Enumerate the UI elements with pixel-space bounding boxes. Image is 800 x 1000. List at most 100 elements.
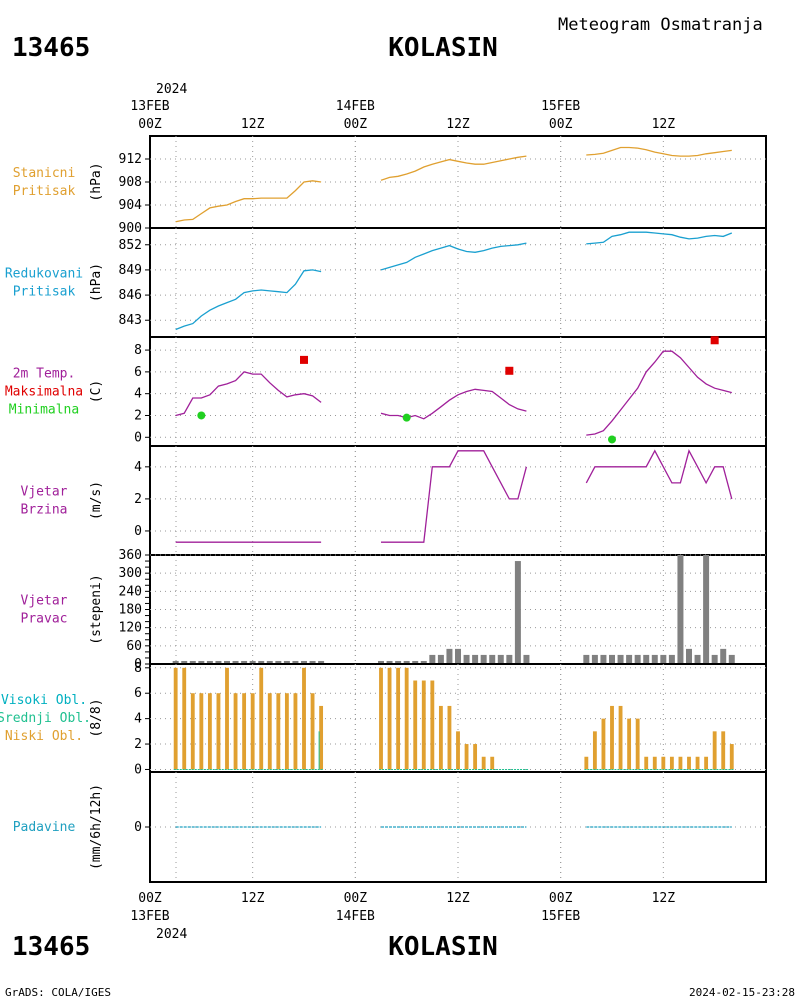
y-tick-label: 2 (134, 408, 142, 423)
dir-bar (720, 648, 727, 664)
y-tick-label: 2 (134, 492, 142, 507)
dir-bar (677, 555, 684, 664)
series-line (380, 242, 527, 271)
dir-bar (643, 654, 650, 664)
cloud-low-bar (413, 680, 418, 770)
time-label-top: 12Z (652, 117, 676, 132)
cloud-low-bar (627, 718, 632, 770)
dir-bar (694, 654, 701, 664)
dir-bar (420, 660, 427, 664)
dir-bar (395, 660, 402, 664)
dir-bar (703, 555, 710, 664)
panel-wind-direction: 0 60 120 180 240 300 360 (stepeni) Vjetar Pravac (21, 548, 767, 672)
series-label: Vjetar (21, 485, 68, 500)
y-tick-label: 4 (134, 460, 142, 475)
dir-bar (429, 654, 436, 664)
cloud-low-bar (225, 667, 229, 770)
dir-bar (686, 648, 692, 664)
dir-bar (728, 654, 735, 664)
dir-bar (378, 660, 384, 664)
dir-bar (232, 660, 239, 664)
dir-bar (275, 660, 282, 664)
dir-bar (206, 660, 213, 664)
cloud-low-bar (404, 667, 409, 770)
tmax-point (710, 336, 719, 345)
dir-bar (497, 654, 504, 664)
station-id-bottom: 13465 (12, 932, 90, 962)
y-tick-label: 852 (119, 238, 142, 253)
series-line (381, 450, 528, 543)
series-label: Srednji Obl. (0, 711, 91, 726)
cloud-low-bar (610, 705, 614, 770)
cloud-low-bar (601, 718, 606, 770)
dir-bar (446, 648, 453, 664)
dir-bar (224, 660, 230, 664)
y-tick-label: 180 (119, 603, 142, 618)
dir-bar (634, 654, 641, 664)
time-label-bottom: 12Z (652, 891, 676, 906)
cloud-low-bar (704, 756, 709, 770)
cloud-low-bar (421, 680, 426, 770)
dir-bar (189, 660, 196, 664)
panel-reduced-pressure: 843 846 849 852 (hPa) Redukovani Pritisak (5, 227, 767, 338)
unit-label: (hPa) (89, 162, 104, 201)
series-label: Niski Obl. (5, 729, 83, 744)
cloud-low-bar (464, 744, 469, 770)
dir-bar (489, 654, 496, 664)
meteogram-title: Meteogram Osmatranja (558, 15, 763, 35)
time-label-top: 00Z (138, 117, 162, 132)
cloud-low-bar (481, 756, 486, 770)
cloud-low-bar (216, 693, 221, 770)
dir-bar (583, 654, 590, 664)
series-label: Padavine (13, 820, 76, 835)
credit: GrADS: COLA/IGES (5, 986, 111, 999)
series-label: Visoki Obl. (1, 693, 87, 708)
dir-bar (600, 654, 607, 664)
tmax-point (505, 366, 514, 375)
cloud-low-bar (182, 667, 187, 770)
dir-bar (292, 660, 299, 664)
y-tick-label: 120 (119, 621, 142, 636)
cloud-low-bar (310, 693, 315, 770)
y-tick-label: 4 (134, 387, 142, 402)
cloud-low-bar (712, 731, 717, 770)
cloud-low-bar (490, 756, 495, 770)
cloud-low-bar (259, 667, 264, 770)
cloud-low-bar (473, 744, 478, 770)
unit-label: (C) (89, 380, 104, 403)
dir-bar (591, 654, 598, 664)
series-label: Pritisak (13, 184, 76, 199)
y-tick-label: 908 (119, 175, 142, 190)
station-id-top: 13465 (12, 33, 90, 63)
cloud-low-bar (379, 667, 383, 770)
dir-bar (198, 660, 205, 664)
panel-frame (149, 445, 767, 556)
cloud-low-bar (687, 756, 691, 770)
time-label-top: 12Z (241, 117, 265, 132)
unit-label: (hPa) (89, 263, 104, 302)
year-top: 2024 (156, 82, 187, 97)
panel-frame (149, 227, 767, 338)
y-tick-label: 2 (134, 737, 142, 752)
dir-bar (249, 660, 256, 664)
time-axis-top: 00Z 13FEB 12Z 00Z 14FEB 12Z 00Z 15FEB 12Z (130, 99, 675, 132)
dir-bar (318, 660, 325, 664)
date-label-top: 13FEB (130, 99, 169, 114)
panels: 900904908912(hPa)StanicniPritisak8438468… (0, 135, 767, 883)
dir-bar (386, 660, 393, 664)
panel-wind-speed: 0 2 4 (m/s) Vjetar Brzina (21, 445, 767, 556)
dir-bar (617, 654, 624, 664)
cloud-low-bar (276, 693, 281, 770)
y-tick-label: 6 (134, 365, 142, 380)
cloud-low-bar (695, 756, 700, 770)
dir-bar (609, 654, 615, 664)
series-label: Maksimalna (5, 385, 83, 400)
dir-bar (514, 561, 521, 664)
time-axis-bottom: 00Z 13FEB 12Z 00Z 14FEB 12Z 00Z 15FEB 12Z (130, 891, 675, 924)
y-tick-label: 60 (126, 639, 142, 654)
cloud-low-bar (319, 705, 324, 770)
date-label-top: 14FEB (336, 99, 375, 114)
series-label: 2m Temp. (13, 367, 76, 382)
cloud-low-bar (661, 756, 666, 770)
cloud-low-bar (267, 693, 272, 770)
